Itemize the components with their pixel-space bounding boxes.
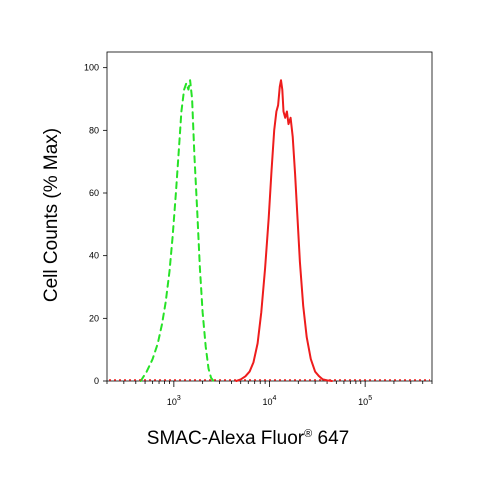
x-tick-label-base: 10 <box>358 397 368 407</box>
x-tick-label-base: 10 <box>167 397 177 407</box>
y-tick-label: 60 <box>89 188 99 198</box>
y-tick-label: 0 <box>94 376 99 386</box>
y-tick-label: 40 <box>89 251 99 261</box>
x-axis-title: SMAC-Alexa Fluor® 647 <box>147 428 349 449</box>
x-tick-label-exponent: 3 <box>177 395 181 402</box>
y-axis-title: Cell Counts (% Max) <box>41 128 62 302</box>
x-tick-label: 105 <box>358 395 372 407</box>
x-tick-label: 103 <box>167 395 181 407</box>
x-axis-title-text: SMAC-Alexa Fluor <box>147 428 305 449</box>
x-tick-label-exponent: 4 <box>273 395 277 402</box>
y-tick-label: 20 <box>89 313 99 323</box>
histogram-series-2 <box>235 79 333 382</box>
x-tick-label: 104 <box>263 395 277 407</box>
histogram-series-1 <box>139 79 215 382</box>
x-tick-label-exponent: 5 <box>368 395 372 402</box>
y-axis: 0 20 40 60 80 100 <box>84 63 107 386</box>
y-tick-label: 80 <box>89 125 99 135</box>
x-axis: 103 104 105 <box>106 381 433 407</box>
series-layer <box>109 79 430 382</box>
x-tick-label-base: 10 <box>263 397 273 407</box>
x-axis-title-suffix: 647 <box>312 428 349 449</box>
x-axis-title-registered-mark: ® <box>304 428 312 440</box>
y-tick-label: 100 <box>84 63 99 73</box>
